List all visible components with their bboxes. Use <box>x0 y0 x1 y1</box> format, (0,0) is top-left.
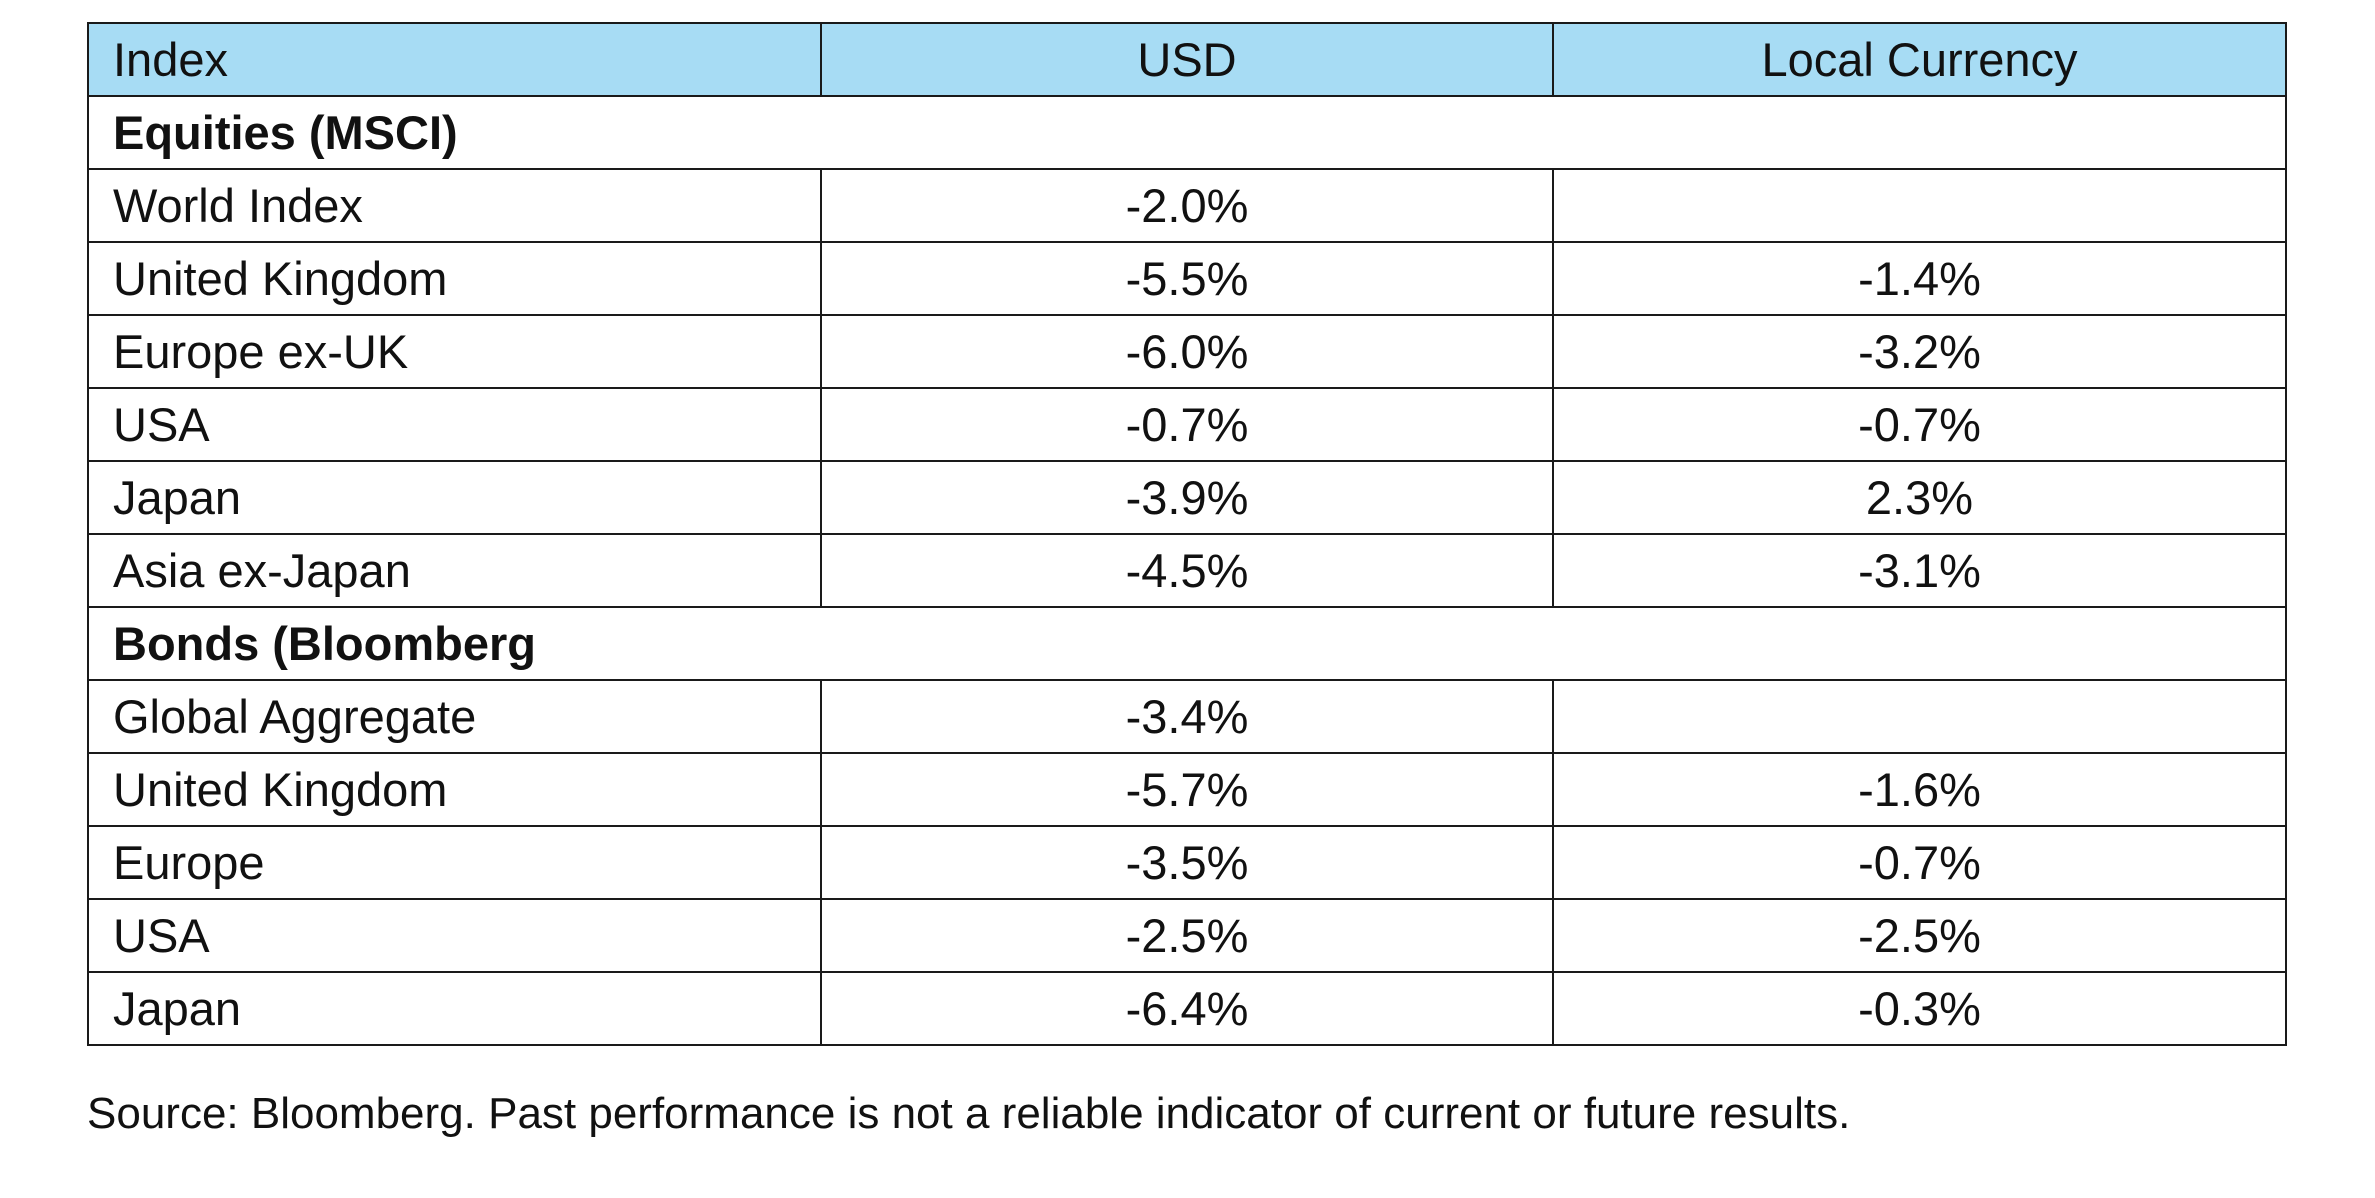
usd-return-cell: -6.0% <box>820 314 1554 389</box>
local-currency-return-cell: -1.4% <box>1552 241 2287 316</box>
local-currency-return-cell: -3.2% <box>1552 314 2287 389</box>
index-name-cell: USA <box>87 898 822 973</box>
index-name-cell: USA <box>87 387 822 462</box>
table-row: Japan -3.9% 2.3% <box>87 460 2287 535</box>
index-name-cell: World Index <box>87 168 822 243</box>
usd-return-cell: -4.5% <box>820 533 1554 608</box>
index-name-cell: Europe ex-UK <box>87 314 822 389</box>
table-row: United Kingdom -5.5% -1.4% <box>87 241 2287 316</box>
usd-return-cell: -2.0% <box>820 168 1554 243</box>
index-name-cell: Japan <box>87 460 822 535</box>
usd-return-cell: -0.7% <box>820 387 1554 462</box>
local-currency-return-cell: 2.3% <box>1552 460 2287 535</box>
local-currency-return-cell: -1.6% <box>1552 752 2287 827</box>
usd-return-cell: -3.4% <box>820 679 1554 754</box>
local-currency-return-cell: -2.5% <box>1552 898 2287 973</box>
index-name-cell: United Kingdom <box>87 241 822 316</box>
index-name-cell: Europe <box>87 825 822 900</box>
usd-return-cell: -3.9% <box>820 460 1554 535</box>
table-row: Global Aggregate -3.4% <box>87 679 2287 754</box>
table-row: Europe ex-UK -6.0% -3.2% <box>87 314 2287 389</box>
section-row: Equities (MSCI) <box>87 95 2287 170</box>
usd-return-cell: -6.4% <box>820 971 1554 1046</box>
local-currency-return-cell: -0.3% <box>1552 971 2287 1046</box>
usd-return-cell: -5.5% <box>820 241 1554 316</box>
index-name-cell: United Kingdom <box>87 752 822 827</box>
local-currency-return-cell <box>1552 168 2287 243</box>
usd-return-cell: -3.5% <box>820 825 1554 900</box>
table-row: Asia ex-Japan -4.5% -3.1% <box>87 533 2287 608</box>
usd-return-cell: -5.7% <box>820 752 1554 827</box>
table-body: Equities (MSCI) World Index -2.0% United Ki… <box>87 95 2287 1046</box>
table-row: United Kingdom -5.7% -1.6% <box>87 752 2287 827</box>
header-usd: USD <box>820 22 1554 97</box>
section-title: Equities (MSCI) <box>87 95 2287 170</box>
section-row: Bonds (Bloomberg <box>87 606 2287 681</box>
header-index: Index <box>87 22 822 97</box>
index-name-cell: Asia ex-Japan <box>87 533 822 608</box>
table-row: USA -0.7% -0.7% <box>87 387 2287 462</box>
usd-return-cell: -2.5% <box>820 898 1554 973</box>
local-currency-return-cell <box>1552 679 2287 754</box>
source-note: Source: Bloomberg. Past performance is n… <box>87 1089 1851 1138</box>
section-title: Bonds (Bloomberg <box>87 606 2287 681</box>
table-header: Index USD Local Currency <box>87 22 2287 97</box>
table-row: USA -2.5% -2.5% <box>87 898 2287 973</box>
index-name-cell: Japan <box>87 971 822 1046</box>
table-row: World Index -2.0% <box>87 168 2287 243</box>
performance-table: Index USD Local Currency Equities (MSCI)… <box>87 22 2287 1046</box>
table-row: Europe -3.5% -0.7% <box>87 825 2287 900</box>
header-row: Index USD Local Currency <box>87 22 2287 97</box>
local-currency-return-cell: -0.7% <box>1552 825 2287 900</box>
header-local-currency: Local Currency <box>1552 22 2287 97</box>
local-currency-return-cell: -0.7% <box>1552 387 2287 462</box>
table-row: Japan -6.4% -0.3% <box>87 971 2287 1046</box>
index-name-cell: Global Aggregate <box>87 679 822 754</box>
local-currency-return-cell: -3.1% <box>1552 533 2287 608</box>
